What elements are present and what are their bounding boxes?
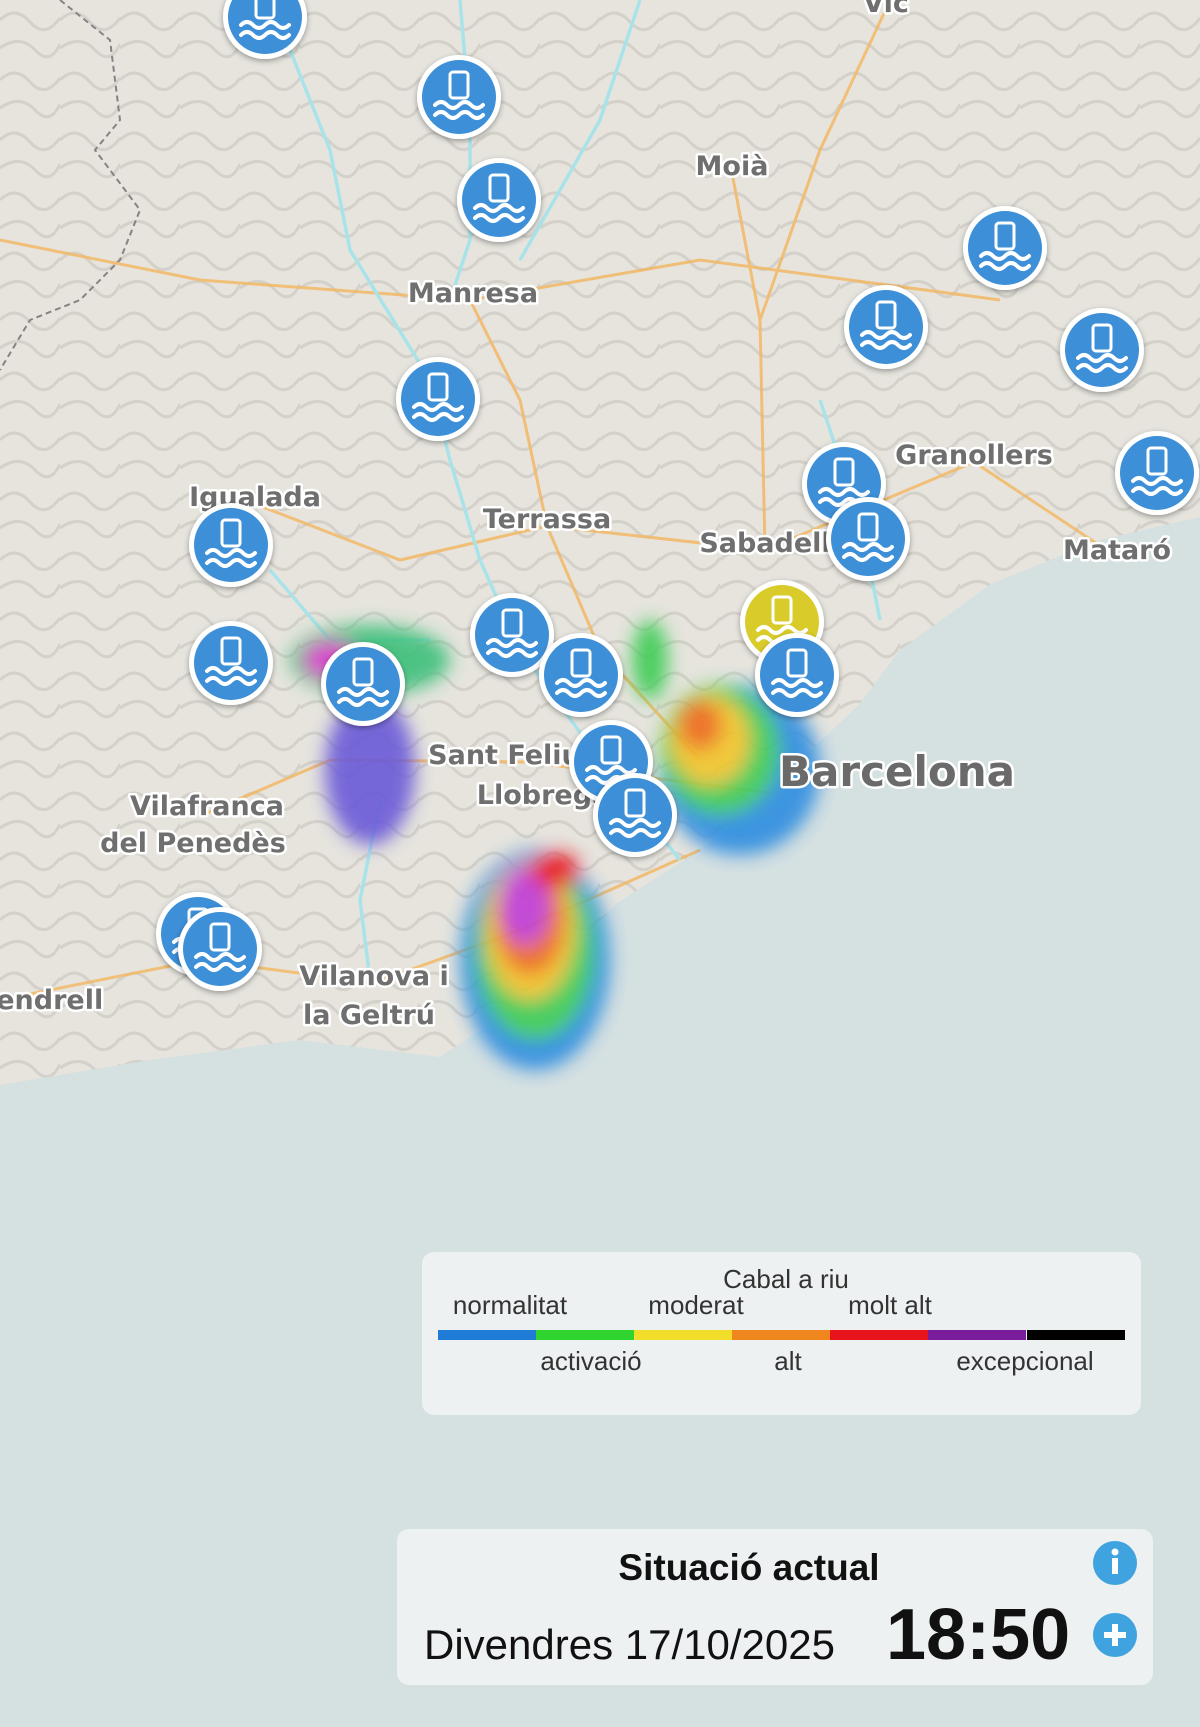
place-label: la Geltrú (303, 1000, 435, 1031)
marker-gauge (875, 300, 897, 330)
place-label: Vic (863, 0, 909, 19)
marker-gauge (220, 518, 242, 548)
place-label: Manresa (408, 278, 538, 309)
marker-gauge (488, 173, 510, 203)
marker-wave (1076, 353, 1128, 373)
place-label: Mataró (1063, 535, 1171, 566)
station-marker[interactable] (189, 621, 273, 705)
station-markers (156, 0, 1199, 991)
marker-gauge (254, 0, 276, 20)
panel-date: Divendres 17/10/2025 (424, 1621, 835, 1668)
legend-swatch (732, 1330, 830, 1340)
marker-gauge (600, 735, 622, 765)
marker-gauge (857, 512, 879, 542)
marker-wave (205, 548, 257, 568)
station-marker[interactable] (417, 55, 501, 139)
add-v (1112, 1624, 1118, 1646)
legend-title: Cabal a riu (723, 1264, 849, 1294)
marker-wave (433, 100, 485, 120)
place-label: Moià (696, 151, 769, 182)
info-dot (1111, 1548, 1119, 1556)
legend-swatch-top (1027, 1330, 1125, 1340)
place-label: Granollers (895, 440, 1053, 471)
place-label: Igualada (189, 482, 321, 513)
status-panel: Situació actual Divendres 17/10/2025 18:… (397, 1529, 1153, 1685)
place-label: Vilafranca (130, 791, 284, 822)
marker-gauge (1091, 323, 1113, 353)
legend-swatch (830, 1330, 928, 1340)
station-marker[interactable] (321, 642, 405, 726)
marker-gauge (1146, 446, 1168, 476)
marker-wave (979, 251, 1031, 271)
marker-gauge (570, 648, 592, 678)
station-marker[interactable] (755, 633, 839, 717)
place-label: Sabadell (699, 528, 830, 559)
station-marker[interactable] (963, 206, 1047, 290)
panel-box (397, 1529, 1153, 1685)
marker-gauge (427, 372, 449, 402)
station-marker[interactable] (178, 907, 262, 991)
marker-wave (555, 678, 607, 698)
marker-gauge (624, 788, 646, 818)
legend-swatch (438, 1330, 536, 1340)
marker-wave (239, 20, 291, 40)
station-marker[interactable] (593, 773, 677, 857)
marker-gauge (209, 922, 231, 952)
marker-wave (194, 952, 246, 972)
place-label: Barcelona (779, 747, 1015, 796)
marker-wave (771, 678, 823, 698)
border (0, 0, 142, 371)
station-marker[interactable] (1060, 308, 1144, 392)
marker-wave (609, 818, 661, 838)
place-label: Vendrell (0, 985, 103, 1016)
station-marker[interactable] (844, 285, 928, 369)
station-marker[interactable] (223, 0, 307, 59)
legend-swatch (928, 1330, 1026, 1340)
marker-gauge (833, 457, 855, 487)
place-label: Terrassa (483, 504, 611, 535)
land (0, 0, 1200, 1085)
marker-gauge (501, 608, 523, 638)
marker-wave (486, 638, 538, 658)
marker-gauge (786, 648, 808, 678)
place-label: del Penedès (100, 828, 286, 859)
station-marker[interactable] (470, 593, 554, 677)
legend-swatch (634, 1330, 732, 1340)
panel-time: 18:50 (886, 1595, 1070, 1675)
station-marker[interactable] (457, 158, 541, 242)
info-button[interactable] (1093, 1541, 1137, 1585)
panel-title: Situació actual (618, 1547, 879, 1588)
station-marker[interactable] (826, 497, 910, 581)
marker-wave (473, 203, 525, 223)
marker-wave (205, 666, 257, 686)
station-marker[interactable] (396, 357, 480, 441)
legend-swatch (536, 1330, 634, 1340)
marker-gauge (220, 636, 242, 666)
info-stem (1112, 1558, 1118, 1574)
marker-wave (412, 402, 464, 422)
legend-label: excepcional (956, 1346, 1093, 1376)
marker-wave (337, 687, 389, 707)
legend-label: alt (774, 1346, 802, 1376)
legend-label: molt alt (848, 1290, 933, 1320)
place-labels: Vic Moià Manresa Igualada Terrassa Sabadell Gr… (0, 0, 1174, 1034)
station-marker[interactable] (189, 503, 273, 587)
legend-label: activació (540, 1346, 641, 1376)
place-label: Vilanova i (299, 961, 448, 992)
marker-gauge (352, 657, 374, 687)
station-marker[interactable] (1115, 431, 1199, 515)
marker-wave (860, 330, 912, 350)
marker-gauge (448, 70, 470, 100)
marker-wave (1131, 476, 1183, 496)
marker-gauge (771, 595, 793, 625)
marker-gauge (994, 221, 1016, 251)
marker-wave (842, 542, 894, 562)
legend-label: moderat (648, 1290, 744, 1320)
add-button[interactable] (1093, 1613, 1137, 1657)
legend-label: normalitat (453, 1290, 568, 1320)
station-marker[interactable] (539, 633, 623, 717)
